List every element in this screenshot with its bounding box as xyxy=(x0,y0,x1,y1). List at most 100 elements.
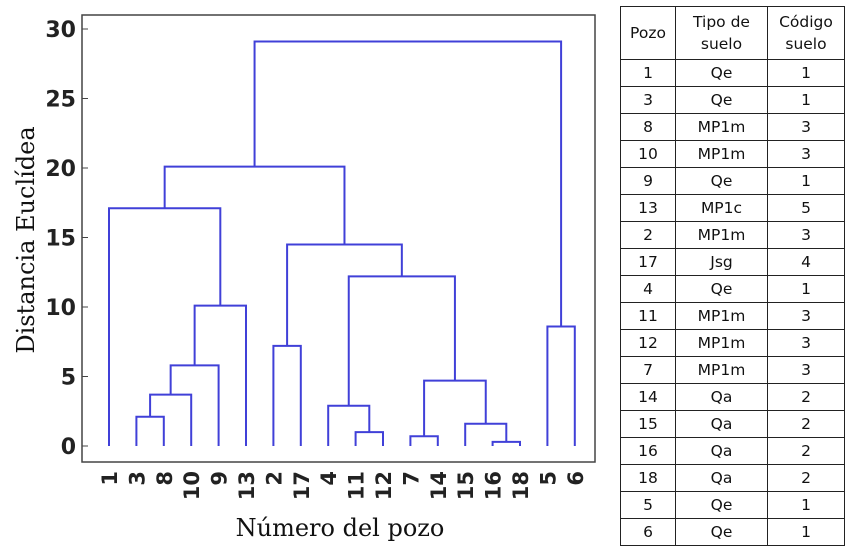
y-tick-label: 20 xyxy=(45,157,76,182)
header-codigo-suelo-text: Código suelo xyxy=(779,13,833,53)
cell-pozo: 11 xyxy=(620,302,676,330)
dendrogram-link xyxy=(354,431,384,446)
cell-codigo-suelo: 3 xyxy=(767,140,845,168)
x-tick-label: 6 xyxy=(564,471,588,486)
cell-pozo: 3 xyxy=(620,86,676,114)
x-tick-label: 17 xyxy=(290,471,314,500)
cell-tipo-suelo: MP1m xyxy=(675,329,768,357)
cell-codigo-suelo: 1 xyxy=(767,275,845,303)
table-header-row: Pozo Tipo de suelo Código suelo xyxy=(620,6,845,60)
cell-pozo: 17 xyxy=(620,248,676,276)
cell-pozo: 10 xyxy=(620,140,676,168)
cell-codigo-suelo: 1 xyxy=(767,167,845,195)
dendrogram-link xyxy=(108,207,222,446)
x-tick-label: 12 xyxy=(372,471,396,500)
table-row: 3 Qe 1 xyxy=(620,86,845,114)
cell-tipo-suelo: MP1m xyxy=(675,302,768,330)
y-axis-title: Distancia Euclídea xyxy=(12,126,40,353)
table-row: 1 Qe 1 xyxy=(620,59,845,87)
cell-codigo-suelo: 4 xyxy=(767,248,845,276)
cell-pozo: 9 xyxy=(620,167,676,195)
x-tick-label: 10 xyxy=(180,471,204,500)
cell-tipo-suelo: Qe xyxy=(675,518,768,546)
table-row: 18 Qa 2 xyxy=(620,464,845,492)
table-row: 13 MP1c 5 xyxy=(620,194,845,222)
y-axis: 0 5 10 15 20 25 30 xyxy=(45,18,88,460)
dendrogram-link xyxy=(272,344,302,446)
dendrogram-link xyxy=(347,275,456,406)
dendrogram-link xyxy=(409,435,439,446)
table-row: 17 Jsg 4 xyxy=(620,248,845,276)
cell-tipo-suelo: MP1m xyxy=(675,140,768,168)
cell-codigo-suelo: 1 xyxy=(767,59,845,87)
x-tick-label: 13 xyxy=(235,471,259,500)
cell-codigo-suelo: 2 xyxy=(767,437,845,465)
cell-tipo-suelo: Qa xyxy=(675,437,768,465)
table-row: 5 Qe 1 xyxy=(620,491,845,519)
x-axis: 1 3 8 10 9 13 2 17 4 11 12 7 14 15 16 18 5 6 xyxy=(98,471,588,500)
x-tick-label: 2 xyxy=(262,471,286,486)
table-body: 1 Qe 1 3 Qe 1 8 MP1m 3 10 MP1m 3 9 Qe 1 13 MP1c 5 2 MP1m 3 17… xyxy=(620,59,845,546)
y-tick-label: 15 xyxy=(45,227,76,252)
y-tick-label: 5 xyxy=(61,366,76,391)
table-row: 12 MP1m 3 xyxy=(620,329,845,357)
x-tick-label: 18 xyxy=(509,471,533,500)
cell-pozo: 7 xyxy=(620,356,676,384)
x-tick-label: 16 xyxy=(482,471,506,500)
header-codigo-suelo: Código suelo xyxy=(767,6,845,60)
table-row: 9 Qe 1 xyxy=(620,167,845,195)
cell-codigo-suelo: 2 xyxy=(767,464,845,492)
dendrogram-link xyxy=(327,404,371,446)
dendrogram-link xyxy=(163,165,346,245)
cell-codigo-suelo: 2 xyxy=(767,410,845,438)
cell-tipo-suelo: Jsg xyxy=(675,248,768,276)
table-row: 14 Qa 2 xyxy=(620,383,845,411)
cell-tipo-suelo: Qe xyxy=(675,491,768,519)
table-row: 4 Qe 1 xyxy=(620,275,845,303)
table-row: 2 MP1m 3 xyxy=(620,221,845,249)
cell-codigo-suelo: 3 xyxy=(767,356,845,384)
cell-codigo-suelo: 3 xyxy=(767,302,845,330)
cell-tipo-suelo: MP1m xyxy=(675,221,768,249)
table-row: 16 Qa 2 xyxy=(620,437,845,465)
y-tick-label: 30 xyxy=(45,18,76,43)
cell-pozo: 8 xyxy=(620,113,676,141)
soil-table: Pozo Tipo de suelo Código suelo 1 Qe 1 3 Qe 1… xyxy=(620,6,845,546)
cell-pozo: 15 xyxy=(620,410,676,438)
y-tick-label: 0 xyxy=(61,435,76,460)
cell-tipo-suelo: Qa xyxy=(675,383,768,411)
cell-codigo-suelo: 5 xyxy=(767,194,845,222)
header-tipo-suelo: Tipo de suelo xyxy=(675,6,768,60)
cell-tipo-suelo: Qe xyxy=(675,167,768,195)
x-tick-label: 7 xyxy=(399,471,423,486)
table-row: 15 Qa 2 xyxy=(620,410,845,438)
x-tick-label: 3 xyxy=(125,471,149,486)
cell-pozo: 12 xyxy=(620,329,676,357)
dendrogram-link xyxy=(546,325,576,446)
cell-pozo: 4 xyxy=(620,275,676,303)
cell-codigo-suelo: 3 xyxy=(767,113,845,141)
cell-tipo-suelo: Qa xyxy=(675,410,768,438)
dendrogram-links xyxy=(108,40,576,446)
cell-pozo: 6 xyxy=(620,518,676,546)
table-row: 7 MP1m 3 xyxy=(620,356,845,384)
x-axis-title: Número del pozo xyxy=(236,514,445,542)
plot-frame xyxy=(81,14,596,463)
table-row: 6 Qe 1 xyxy=(620,518,845,546)
x-tick-label: 14 xyxy=(427,471,451,500)
cell-tipo-suelo: MP1m xyxy=(675,113,768,141)
cell-pozo: 14 xyxy=(620,383,676,411)
cell-tipo-suelo: Qa xyxy=(675,464,768,492)
dendrogram-link xyxy=(149,393,193,446)
cell-pozo: 1 xyxy=(620,59,676,87)
cell-codigo-suelo: 1 xyxy=(767,86,845,114)
x-tick-label: 15 xyxy=(454,471,478,500)
table-row: 11 MP1m 3 xyxy=(620,302,845,330)
cell-tipo-suelo: Qe xyxy=(675,59,768,87)
cell-codigo-suelo: 3 xyxy=(767,329,845,357)
cell-codigo-suelo: 3 xyxy=(767,221,845,249)
cell-tipo-suelo: MP1m xyxy=(675,356,768,384)
x-tick-label: 9 xyxy=(208,471,232,486)
dendrogram-link xyxy=(193,304,247,446)
